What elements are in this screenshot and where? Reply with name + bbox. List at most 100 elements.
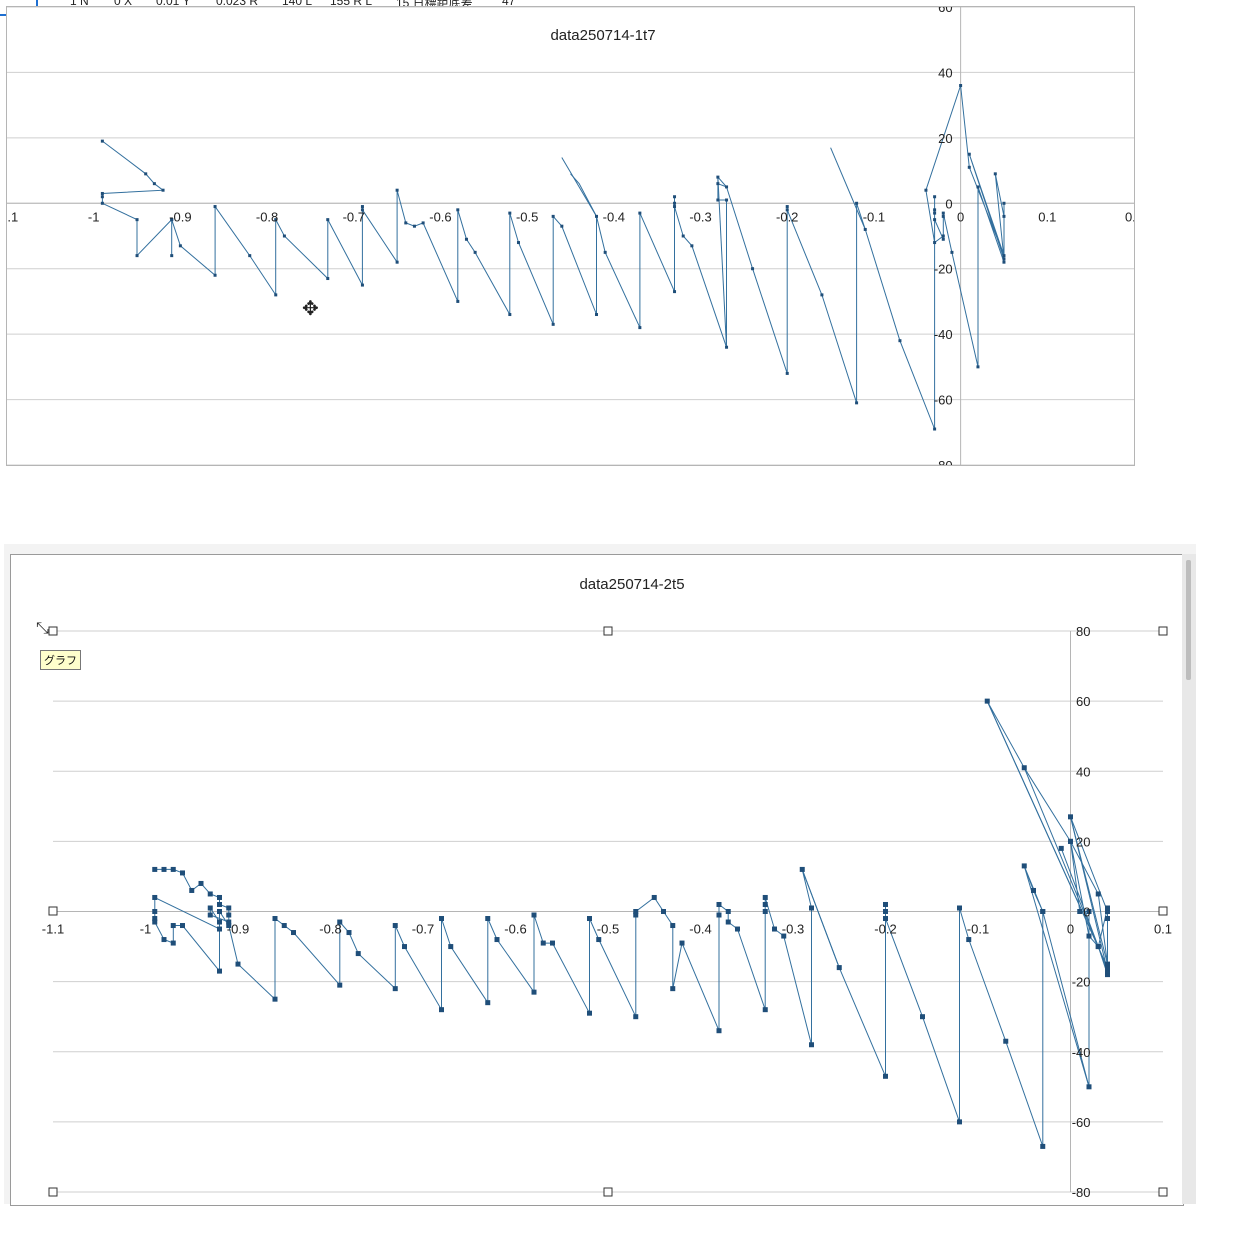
data-point [485,916,491,922]
y-tick-label: -40 [1072,1045,1091,1060]
data-point [725,909,731,914]
data-point [161,937,167,943]
data-point [1105,968,1110,974]
data-point [226,919,232,925]
y-tick-label: 20 [938,131,952,146]
sheet-cell[interactable]: 0 X [114,0,133,8]
data-point [595,214,599,218]
data-point [716,912,722,918]
data-point [976,185,980,189]
data-point [799,866,805,872]
selection-handle [48,1187,58,1197]
data-point [346,930,352,936]
data-point [679,940,685,946]
selection-handle [1158,1187,1168,1197]
sheet-cell[interactable]: 140 L [282,0,313,8]
selection-handle [603,626,613,636]
data-point [226,923,232,929]
data-point [152,894,158,900]
data-point [337,982,343,988]
data-point [326,277,330,281]
data-point [360,205,364,209]
data-point [217,901,222,907]
vertical-scrollbar[interactable] [1182,554,1196,1204]
y-tick-label: -40 [934,327,953,342]
data-point [213,273,217,277]
data-point [785,208,789,212]
data-point [1031,887,1036,893]
selection-handle [603,1187,613,1197]
data-point [633,912,639,918]
data-point [633,909,639,914]
data-point [207,891,213,897]
sheet-cell[interactable]: 0.01 Y [156,0,191,8]
spreadsheet-header-fragment: 1 N 0 X 0.01 Y 0.023 R 140 L 155 R L 15 日標距底差 4… [0,0,1234,8]
data-point [100,191,104,195]
data-point [198,880,204,886]
data-point [395,260,399,264]
x-tick-label: -0.7 [412,922,434,937]
data-point [587,1010,592,1016]
data-point [596,937,602,943]
data-point [473,250,477,254]
data-point [725,345,729,349]
y-tick-label: 20 [1076,834,1090,849]
x-tick-label: 0 [957,209,964,224]
data-point [595,313,599,317]
data-point [681,234,685,238]
sheet-cell[interactable]: 15 日標距底差 [396,0,473,8]
data-point [291,930,296,936]
data-point [551,214,555,218]
data-point [716,901,722,907]
data-point [1040,1143,1046,1149]
data-point [494,937,500,943]
data-point [651,894,657,900]
y-tick-label: -80 [1072,1185,1091,1200]
data-point [762,901,768,907]
data-point [920,1014,925,1020]
chart-2-container: data250714-2t5 -1.1 -1 -0.9 -0.8 -0.7 -0.6 -0.… [4,544,1196,1206]
data-point [152,909,158,914]
data-point [725,185,729,189]
data-point [282,234,286,238]
data-point [170,866,176,872]
data-point [1105,905,1110,911]
data-point [785,205,789,209]
data-point [217,926,222,932]
data-point [152,182,156,186]
data-point [933,241,937,245]
data-point [941,234,945,238]
data-point [226,905,232,911]
data-point [762,1007,768,1013]
data-point [217,919,222,925]
data-point [993,172,997,176]
y-tick-label: -80 [934,458,953,465]
data-point [217,909,222,914]
data-point [180,923,185,929]
data-point [673,205,677,209]
scrollbar-thumb[interactable] [1186,560,1191,680]
data-point [836,965,842,971]
data-point [207,905,213,911]
y-tick-label: 0 [945,196,952,211]
data-point [772,926,777,932]
data-point [213,205,217,209]
data-point [1002,260,1006,264]
data-point [1077,909,1083,914]
data-point [1105,965,1110,971]
data-point [661,909,666,914]
data-point [762,894,768,900]
data-point [941,214,945,218]
sheet-cell[interactable]: 0.023 R [216,0,259,8]
chart-2[interactable]: data250714-2t5 -1.1 -1 -0.9 -0.8 -0.7 -0.6 -0.… [10,554,1184,1206]
series-segment [561,157,597,217]
sheet-cell[interactable]: 47 [502,0,516,8]
data-point [855,401,859,405]
selection-handle [48,906,58,916]
data-point [950,250,954,254]
data-point [933,211,937,215]
sheet-cell[interactable]: 1 N [70,0,89,8]
sheet-cell[interactable]: 155 R L [330,0,373,8]
chart-1[interactable]: data250714-1t7 -1.1 -1 -0.9 -0.8 -0.7 -0.6 -0.… [0,0,1143,473]
selection-handle [48,626,58,636]
